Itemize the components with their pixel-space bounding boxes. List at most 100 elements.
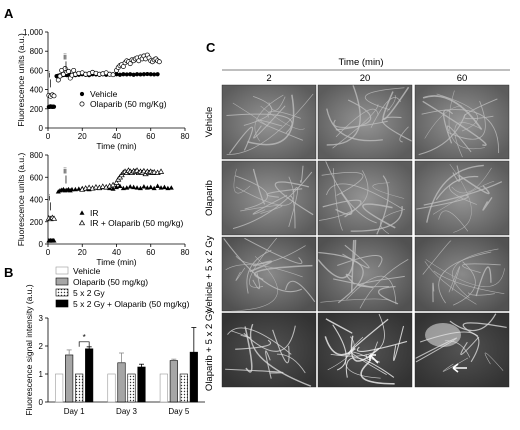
x-tick-label: Day 1 <box>64 407 85 416</box>
vessel <box>249 237 278 288</box>
vessel <box>418 113 466 156</box>
annotation-label: i <box>49 193 51 202</box>
vessel <box>265 350 272 379</box>
vessel <box>226 93 314 155</box>
vessel <box>223 238 302 293</box>
x-tick-label: 80 <box>181 248 190 257</box>
vessel <box>359 259 409 309</box>
vessel-network <box>318 160 406 235</box>
vessel <box>266 188 303 198</box>
vessel <box>346 275 397 305</box>
data-point <box>155 183 161 188</box>
column-label: 60 <box>457 73 468 84</box>
data-point <box>50 215 58 221</box>
image-border <box>414 312 510 388</box>
vessel <box>335 108 379 138</box>
vessel <box>260 105 305 130</box>
vessel <box>452 248 499 299</box>
x-tick-label: 0 <box>46 248 51 257</box>
x-tick-label: 80 <box>181 132 190 141</box>
vessel-network <box>223 237 316 312</box>
vessel <box>454 122 481 158</box>
data-point <box>156 59 162 65</box>
vessel <box>356 340 408 352</box>
y-tick-label: 1 <box>39 370 44 379</box>
panel-c-image-grid: Time (min) 2 20 60 Vehicle Olaparib Vehicle + … <box>204 57 510 391</box>
bar <box>137 366 146 403</box>
data-point <box>117 72 123 77</box>
row-label: Olaparib + 5 x 2 Gy <box>204 309 215 391</box>
vessel <box>452 165 461 182</box>
vessel-network <box>418 90 500 158</box>
vessel <box>351 351 387 375</box>
vessel <box>448 90 485 150</box>
bright-region <box>425 323 461 347</box>
vessel <box>416 194 469 210</box>
data-point <box>85 184 93 190</box>
legend-swatch <box>55 288 69 297</box>
vessel <box>460 336 480 355</box>
vessel <box>325 160 377 224</box>
vessel <box>393 325 405 361</box>
data-point <box>121 72 126 77</box>
data-point <box>131 72 136 77</box>
data-point <box>124 72 129 77</box>
vessel <box>246 249 272 294</box>
data-point <box>51 104 57 109</box>
legend-marker <box>79 101 85 107</box>
image-border <box>317 312 413 388</box>
vessel <box>299 165 304 183</box>
legend-label: 5 x 2 Gy <box>73 288 105 298</box>
vessel <box>425 259 505 287</box>
vessel <box>290 195 296 229</box>
vessel <box>376 175 389 235</box>
vessel <box>254 94 284 142</box>
data-point <box>155 72 160 77</box>
row-label: Vehicle + 5 x 2 Gy <box>204 235 215 312</box>
bar <box>107 373 116 403</box>
vessel <box>235 176 295 206</box>
data-point <box>128 72 133 77</box>
vessel <box>365 87 405 111</box>
image-border <box>221 312 317 388</box>
vessel <box>244 237 303 264</box>
legend-label: Vehicle <box>73 266 101 276</box>
data-point <box>152 72 157 77</box>
vessel <box>267 110 301 119</box>
vessel <box>438 210 469 232</box>
significance-mark: * <box>83 333 86 342</box>
vessel <box>350 205 403 232</box>
vessel <box>226 113 293 134</box>
column-label: 20 <box>360 73 371 84</box>
legend-label: Vehicle <box>90 89 118 99</box>
x-tick-label: 20 <box>78 248 87 257</box>
y-axis-label: Fluorescence signal intensity (a.u.) <box>24 284 34 416</box>
vessel <box>276 353 306 374</box>
vessel <box>335 99 372 131</box>
data-point <box>131 184 137 190</box>
vessel <box>399 126 409 143</box>
data-point <box>134 185 140 190</box>
vessel <box>475 266 492 297</box>
vessel <box>357 275 405 288</box>
vessel-network <box>232 165 314 230</box>
data-point <box>114 184 119 190</box>
vessel <box>326 84 361 146</box>
vessel <box>231 330 251 339</box>
data-point <box>134 72 140 77</box>
y-tick-label: 1,000 <box>23 28 44 37</box>
vessel <box>235 339 272 350</box>
data-point <box>148 72 153 77</box>
y-axis-label: Fluorescence units (a.u.) <box>16 153 26 247</box>
vessel <box>438 251 492 304</box>
vessel <box>274 181 314 216</box>
vessel <box>272 329 290 364</box>
image-border <box>221 84 317 160</box>
data-point <box>145 71 150 77</box>
vessel <box>225 264 303 278</box>
image-glow <box>415 313 509 387</box>
x-tick-label: 60 <box>146 248 155 257</box>
data-point <box>151 168 158 175</box>
data-point <box>148 184 154 190</box>
legend-label: IR + Olaparib (50 mg/kg) <box>90 218 183 228</box>
